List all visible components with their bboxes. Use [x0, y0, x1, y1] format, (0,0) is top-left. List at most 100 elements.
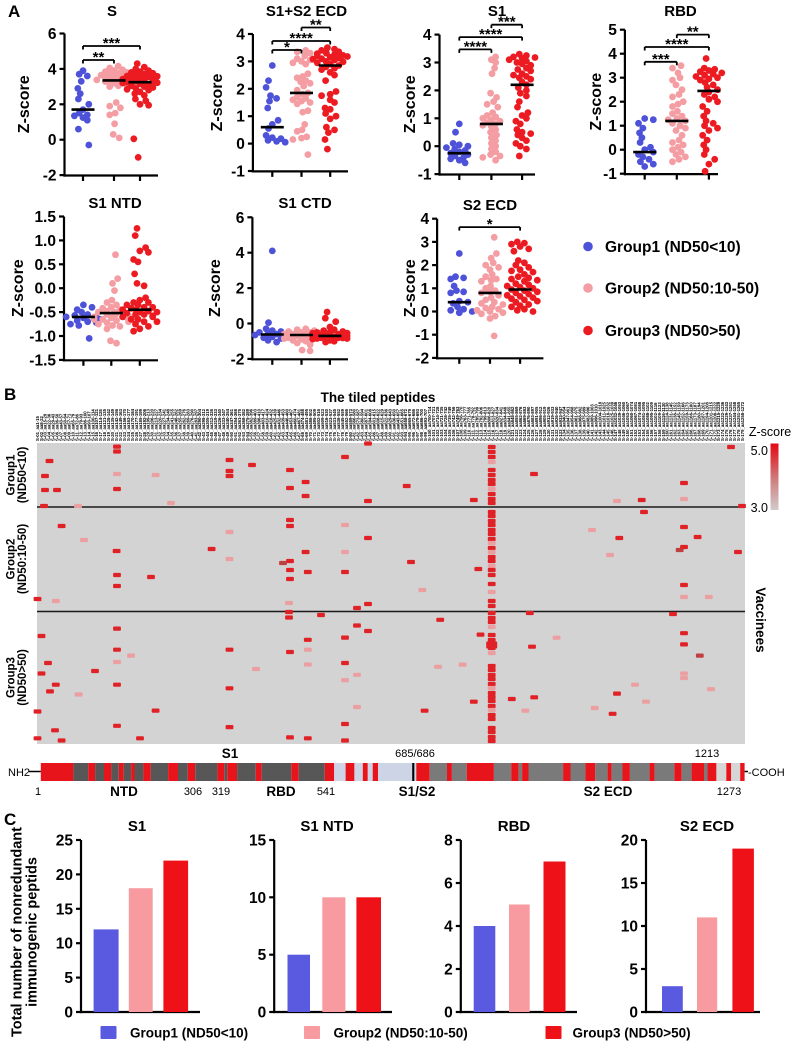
svg-text:S-138_aa968-982: S-138_aa968-982 [578, 406, 583, 441]
svg-text:S-24_aa163-177: S-24_aa163-177 [126, 408, 131, 441]
svg-text:2: 2 [608, 94, 617, 111]
svg-text:8: 8 [444, 833, 453, 850]
svg-text:Z-score: Z-score [588, 73, 605, 131]
svg-text:**: ** [93, 49, 105, 66]
svg-text:-2: -2 [231, 351, 245, 368]
svg-text:S-25_aa170-184: S-25_aa170-184 [130, 408, 135, 441]
svg-text:NH2: NH2 [8, 767, 30, 779]
svg-text:3.0: 3.0 [751, 501, 768, 515]
svg-text:S-61_aa425-439: S-61_aa425-439 [273, 408, 278, 441]
svg-text:S-148_aa1039-1053: S-148_aa1039-1053 [617, 401, 622, 441]
svg-text:A: A [8, 2, 20, 21]
svg-text:S-70_aa488-502: S-70_aa488-502 [308, 408, 313, 441]
svg-text:S1/S2: S1/S2 [399, 784, 436, 799]
svg-text:6: 6 [236, 210, 245, 227]
svg-text:S-179_aa1258-1272: S-179_aa1258-1272 [740, 401, 745, 441]
svg-text:4: 4 [423, 27, 432, 44]
svg-text:S-63_aa439-453: S-63_aa439-453 [280, 408, 285, 441]
svg-text:S-45_aa312-326: S-45_aa312-326 [209, 408, 214, 441]
svg-text:-COOH: -COOH [748, 767, 785, 779]
svg-text:-1: -1 [418, 167, 432, 184]
svg-text:1: 1 [420, 281, 429, 298]
svg-text:306: 306 [184, 786, 202, 798]
svg-text:2: 2 [236, 281, 245, 298]
svg-text:S-90_aa629-643: S-90_aa629-643 [387, 408, 392, 441]
svg-text:S-73_aa509-523: S-73_aa509-523 [320, 408, 325, 441]
svg-text:C: C [4, 810, 16, 829]
svg-text:-1.0: -1.0 [29, 329, 56, 346]
svg-text:S-04_aa22-36: S-04_aa22-36 [47, 413, 52, 441]
svg-text:3: 3 [236, 54, 245, 71]
svg-text:S-109_aa763-777: S-109_aa763-777 [463, 406, 468, 441]
svg-text:S-113_aa792-806: S-113_aa792-806 [479, 406, 484, 441]
svg-text:S-59_aa410-424: S-59_aa410-424 [265, 408, 270, 441]
svg-text:10: 10 [621, 919, 638, 936]
svg-text:S-41_aa283-297: S-41_aa283-297 [193, 408, 198, 441]
svg-text:S-137_aa961-975: S-137_aa961-975 [574, 406, 579, 441]
svg-text:S-152_aa1067-1081: S-152_aa1067-1081 [633, 401, 638, 441]
svg-text:S-34_aa234-248: S-34_aa234-248 [166, 408, 171, 441]
svg-text:S-94_aa658-672: S-94_aa658-672 [403, 408, 408, 441]
svg-text:S-86_aa601-615: S-86_aa601-615 [372, 408, 377, 441]
svg-text:S-75_aa523-537: S-75_aa523-537 [328, 408, 333, 441]
svg-text:S-81_aa566-580: S-81_aa566-580 [352, 408, 357, 441]
svg-text:**: ** [687, 24, 699, 41]
svg-text:S-35_aa241-255: S-35_aa241-255 [170, 408, 175, 441]
svg-text:0: 0 [420, 304, 429, 321]
svg-text:S-171_aa1201-1215: S-171_aa1201-1215 [708, 401, 713, 441]
svg-text:3: 3 [423, 55, 432, 72]
svg-text:S-68_aa474-488: S-68_aa474-488 [300, 408, 305, 441]
svg-text:S-98_aa686-700: S-98_aa686-700 [419, 408, 424, 441]
svg-text:0: 0 [444, 1005, 453, 1022]
svg-text:4: 4 [420, 211, 429, 228]
svg-text:S1: S1 [128, 818, 146, 835]
svg-text:685/686: 685/686 [395, 748, 435, 760]
svg-text:S-53_aa368-382: S-53_aa368-382 [241, 408, 246, 441]
svg-text:4: 4 [236, 27, 245, 44]
svg-text:S-121_aa848-862: S-121_aa848-862 [510, 406, 515, 441]
svg-text:S-135_aa947-961: S-135_aa947-961 [566, 406, 571, 441]
svg-text:S-122_aa855-869: S-122_aa855-869 [514, 406, 519, 441]
svg-text:S-172_aa1208-1222: S-172_aa1208-1222 [712, 401, 717, 441]
svg-text:S-19_aa128-142: S-19_aa128-142 [106, 408, 111, 441]
svg-text:Group2 (ND50:10-50): Group2 (ND50:10-50) [334, 1026, 468, 1041]
svg-text:3: 3 [608, 70, 617, 87]
svg-text:0: 0 [629, 1005, 638, 1022]
svg-text:S-03_aa15-29: S-03_aa15-29 [43, 413, 48, 441]
svg-text:S-104_aa728-742: S-104_aa728-742 [443, 406, 448, 441]
svg-text:S-149_aa1046-1060: S-149_aa1046-1060 [621, 401, 626, 441]
svg-text:S-78_aa545-559: S-78_aa545-559 [340, 408, 345, 441]
svg-text:S-142_aa996-1010: S-142_aa996-1010 [593, 404, 598, 441]
svg-text:S-160_aa1124-1138: S-160_aa1124-1138 [665, 402, 670, 441]
svg-text:****: **** [665, 36, 689, 53]
svg-text:S-42_aa290-304: S-42_aa290-304 [197, 408, 202, 441]
svg-text:Total number of nonredundant: Total number of nonredundant [10, 827, 26, 1037]
svg-text:Group1 (ND50<10): Group1 (ND50<10) [130, 1026, 248, 1041]
svg-text:S-85_aa594-608: S-85_aa594-608 [368, 408, 373, 441]
svg-text:S-12_aa79-93: S-12_aa79-93 [78, 413, 83, 441]
svg-text:S-97_aa679-693: S-97_aa679-693 [415, 408, 420, 441]
svg-text:S-177_aa1244-1258: S-177_aa1244-1258 [732, 401, 737, 441]
svg-text:S-09_aa57-71: S-09_aa57-71 [67, 413, 72, 441]
svg-text:S-64_aa446-460: S-64_aa446-460 [284, 408, 289, 441]
svg-text:S-119_aa834-848: S-119_aa834-848 [502, 406, 507, 441]
svg-text:S-28_aa192-206: S-28_aa192-206 [142, 408, 147, 441]
svg-text:S-110_aa771-785: S-110_aa771-785 [467, 406, 472, 441]
svg-text:S-84_aa587-601: S-84_aa587-601 [364, 408, 369, 441]
svg-text:S-158_aa1109-1123: S-158_aa1109-1123 [657, 402, 662, 441]
svg-text:S-92_aa643-657: S-92_aa643-657 [395, 408, 400, 441]
svg-text:S-30_aa206-220: S-30_aa206-220 [150, 408, 155, 441]
svg-text:S-154_aa1081-1095: S-154_aa1081-1095 [641, 401, 646, 441]
svg-text:S-159_aa1116-1130: S-159_aa1116-1130 [661, 402, 666, 441]
svg-text:S-47_aa326-340: S-47_aa326-340 [217, 408, 222, 441]
svg-text:S-166_aa1166-1180: S-166_aa1166-1180 [689, 402, 694, 441]
svg-text:S-162_aa1138-1152: S-162_aa1138-1152 [673, 402, 678, 441]
svg-text:S-150_aa1053-1067: S-150_aa1053-1067 [625, 401, 630, 441]
svg-text:0.0: 0.0 [34, 281, 56, 298]
svg-text:Group1: Group1 [6, 454, 18, 495]
svg-text:S-62_aa432-446: S-62_aa432-446 [277, 408, 282, 441]
svg-text:Group3 (ND50>50): Group3 (ND50>50) [605, 323, 741, 340]
svg-text:S-54_aa375-389: S-54_aa375-389 [245, 408, 250, 441]
svg-text:RBD: RBD [498, 818, 531, 835]
svg-text:S-43_aa298-312: S-43_aa298-312 [201, 408, 206, 441]
